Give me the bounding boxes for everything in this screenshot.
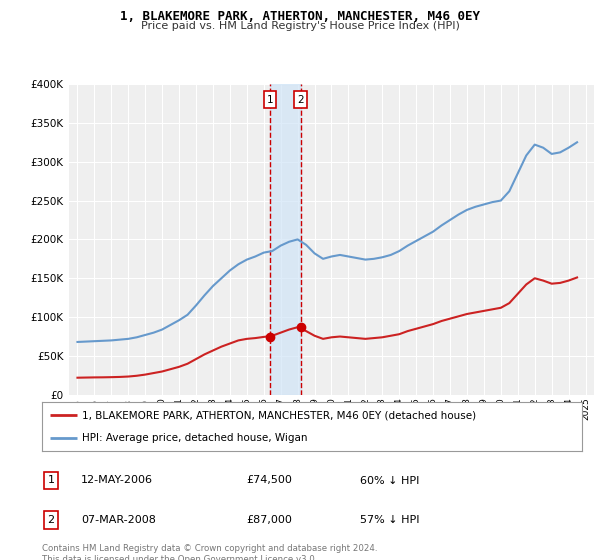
Text: Price paid vs. HM Land Registry's House Price Index (HPI): Price paid vs. HM Land Registry's House … xyxy=(140,21,460,31)
Text: 2: 2 xyxy=(298,95,304,105)
Text: 12-MAY-2006: 12-MAY-2006 xyxy=(81,475,153,486)
Text: 57% ↓ HPI: 57% ↓ HPI xyxy=(360,515,419,525)
Text: £87,000: £87,000 xyxy=(246,515,292,525)
Text: 07-MAR-2008: 07-MAR-2008 xyxy=(81,515,156,525)
Text: Contains HM Land Registry data © Crown copyright and database right 2024.
This d: Contains HM Land Registry data © Crown c… xyxy=(42,544,377,560)
Text: 1, BLAKEMORE PARK, ATHERTON, MANCHESTER, M46 0EY (detached house): 1, BLAKEMORE PARK, ATHERTON, MANCHESTER,… xyxy=(83,410,476,421)
Text: 1: 1 xyxy=(47,475,55,486)
Text: £74,500: £74,500 xyxy=(246,475,292,486)
Text: 1, BLAKEMORE PARK, ATHERTON, MANCHESTER, M46 0EY: 1, BLAKEMORE PARK, ATHERTON, MANCHESTER,… xyxy=(120,10,480,23)
Text: 1: 1 xyxy=(267,95,274,105)
Text: 2: 2 xyxy=(47,515,55,525)
Text: 60% ↓ HPI: 60% ↓ HPI xyxy=(360,475,419,486)
Text: HPI: Average price, detached house, Wigan: HPI: Average price, detached house, Wiga… xyxy=(83,433,308,444)
Bar xyxy=(270,84,301,395)
